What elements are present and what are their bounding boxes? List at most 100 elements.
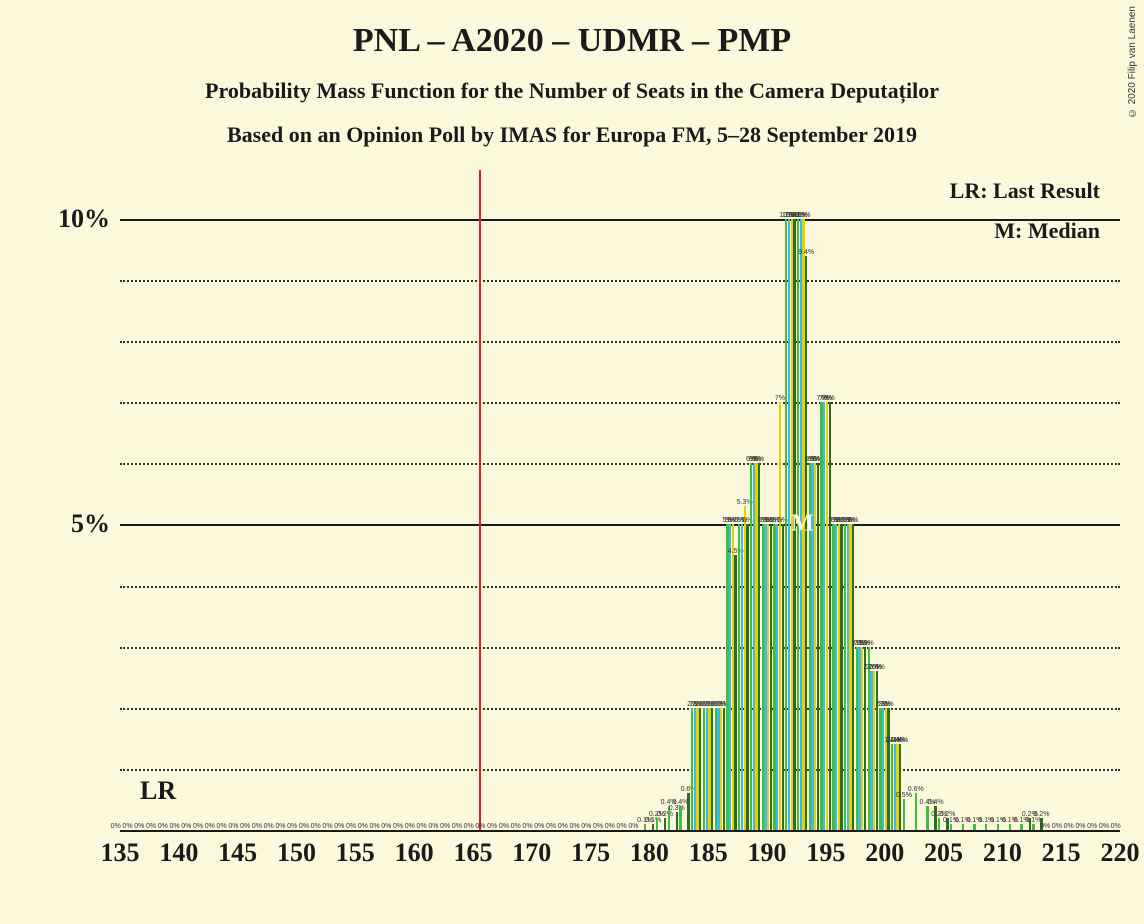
bar-value-label: 0% — [1052, 823, 1062, 830]
bar-value-label: 0% — [1087, 823, 1097, 830]
bar-value-label: 0% — [487, 823, 497, 830]
bar-value-label: 0% — [569, 823, 579, 830]
bar: 3% — [864, 647, 866, 830]
bar-value-label: 0% — [228, 823, 238, 830]
bar: 0.1% — [985, 824, 987, 830]
y-axis-label: 5% — [71, 509, 110, 539]
legend-median: M: Median — [994, 218, 1100, 244]
bar: 0.4% — [926, 806, 928, 830]
chart-subtitle-2: Based on an Opinion Poll by IMAS for Eur… — [0, 122, 1144, 148]
bar-value-label: 0% — [240, 823, 250, 830]
lr-mark: LR — [140, 776, 176, 806]
x-axis-label: 195 — [806, 838, 845, 868]
x-axis-label: 200 — [865, 838, 904, 868]
bar-value-label: 0% — [217, 823, 227, 830]
bar: 6% — [817, 463, 819, 830]
bar: 2% — [711, 708, 713, 830]
bar: 5% — [840, 524, 842, 830]
bar: 9.4% — [805, 256, 807, 830]
gridline-minor — [120, 769, 1120, 771]
bar-value-label: 0% — [146, 823, 156, 830]
axis-baseline — [120, 830, 1120, 832]
bar-value-label: 0% — [1111, 823, 1121, 830]
x-axis-label: 185 — [689, 838, 728, 868]
bar-value-label: 7% — [775, 395, 785, 402]
gridline-minor — [120, 341, 1120, 343]
bar: 0.1% — [652, 824, 654, 830]
bar-value-label: 5% — [848, 517, 858, 524]
x-axis-label: 220 — [1101, 838, 1140, 868]
bar: 0.1% — [997, 824, 999, 830]
x-axis-label: 155 — [336, 838, 375, 868]
chart-subtitle-1: Probability Mass Function for the Number… — [0, 78, 1144, 104]
bar-value-label: 0% — [334, 823, 344, 830]
bar-value-label: 9.4% — [798, 249, 814, 256]
x-axis-label: 215 — [1042, 838, 1081, 868]
bar-value-label: 0% — [122, 823, 132, 830]
bar-value-label: 0% — [381, 823, 391, 830]
bar: 0.1% — [644, 824, 646, 830]
bar: 0.2% — [938, 818, 940, 830]
gridline-major — [120, 524, 1120, 526]
x-axis-label: 150 — [277, 838, 316, 868]
bar-value-label: 0% — [475, 823, 485, 830]
bar-value-label: 0% — [134, 823, 144, 830]
bar: 0.1% — [1009, 824, 1011, 830]
bar-value-label: 0% — [322, 823, 332, 830]
bar: 1.4% — [899, 744, 901, 830]
gridline-minor — [120, 586, 1120, 588]
gridline-minor — [120, 647, 1120, 649]
bar: 0.2% — [656, 818, 658, 830]
bar-value-label: 0.2% — [657, 811, 673, 818]
bar: 5% — [770, 524, 772, 830]
bar: 0.2% — [664, 818, 666, 830]
bar: 0.1% — [973, 824, 975, 830]
bar: 0.6% — [915, 793, 917, 830]
x-axis-label: 160 — [395, 838, 434, 868]
bar: 0.4% — [934, 806, 936, 830]
bar-value-label: 0% — [275, 823, 285, 830]
bar-value-label: 0% — [299, 823, 309, 830]
bar-value-label: 0% — [593, 823, 603, 830]
bar-value-label: 0% — [464, 823, 474, 830]
bar-value-label: 0% — [546, 823, 556, 830]
bar: 2% — [723, 708, 725, 830]
bar-value-label: 0% — [252, 823, 262, 830]
plot-area: LR: Last Result M: Median LR 5%10%135140… — [120, 170, 1120, 830]
bar-value-label: 0% — [181, 823, 191, 830]
bar: 0.5% — [903, 799, 905, 830]
bar: 0.1% — [1032, 824, 1034, 830]
bar-value-label: 0.6% — [908, 786, 924, 793]
bar: 10% — [793, 219, 795, 830]
bar-value-label: 0% — [452, 823, 462, 830]
gridline-major — [120, 219, 1120, 221]
bar-value-label: 0% — [311, 823, 321, 830]
bar: 4.5% — [734, 555, 736, 830]
bar-value-label: 0% — [1064, 823, 1074, 830]
bar-value-label: 0% — [499, 823, 509, 830]
bar-value-label: 6% — [754, 456, 764, 463]
bar-value-label: 0% — [369, 823, 379, 830]
bar: 0.3% — [676, 812, 678, 830]
x-axis-label: 210 — [983, 838, 1022, 868]
x-axis-label: 135 — [101, 838, 140, 868]
bar-value-label: 0% — [1075, 823, 1085, 830]
chart-title: PNL – A2020 – UDMR – PMP — [0, 22, 1144, 60]
gridline-minor — [120, 402, 1120, 404]
last-result-line — [479, 170, 481, 830]
bar-value-label: 0% — [193, 823, 203, 830]
bar: 0.1% — [1020, 824, 1022, 830]
bar-value-label: 0.1% — [645, 817, 661, 824]
x-axis-label: 170 — [512, 838, 551, 868]
bar-value-label: 7% — [825, 395, 835, 402]
bar-value-label: 0% — [1040, 823, 1050, 830]
bar-value-label: 3% — [864, 640, 874, 647]
bar-value-label: 10% — [796, 212, 810, 219]
x-axis-label: 180 — [630, 838, 669, 868]
bar: 5% — [782, 524, 784, 830]
bar-value-label: 0% — [264, 823, 274, 830]
bar-value-label: 0% — [534, 823, 544, 830]
bar-value-label: 0% — [287, 823, 297, 830]
bar-value-label: 0% — [1099, 823, 1109, 830]
bar-value-label: 2.6% — [869, 664, 885, 671]
